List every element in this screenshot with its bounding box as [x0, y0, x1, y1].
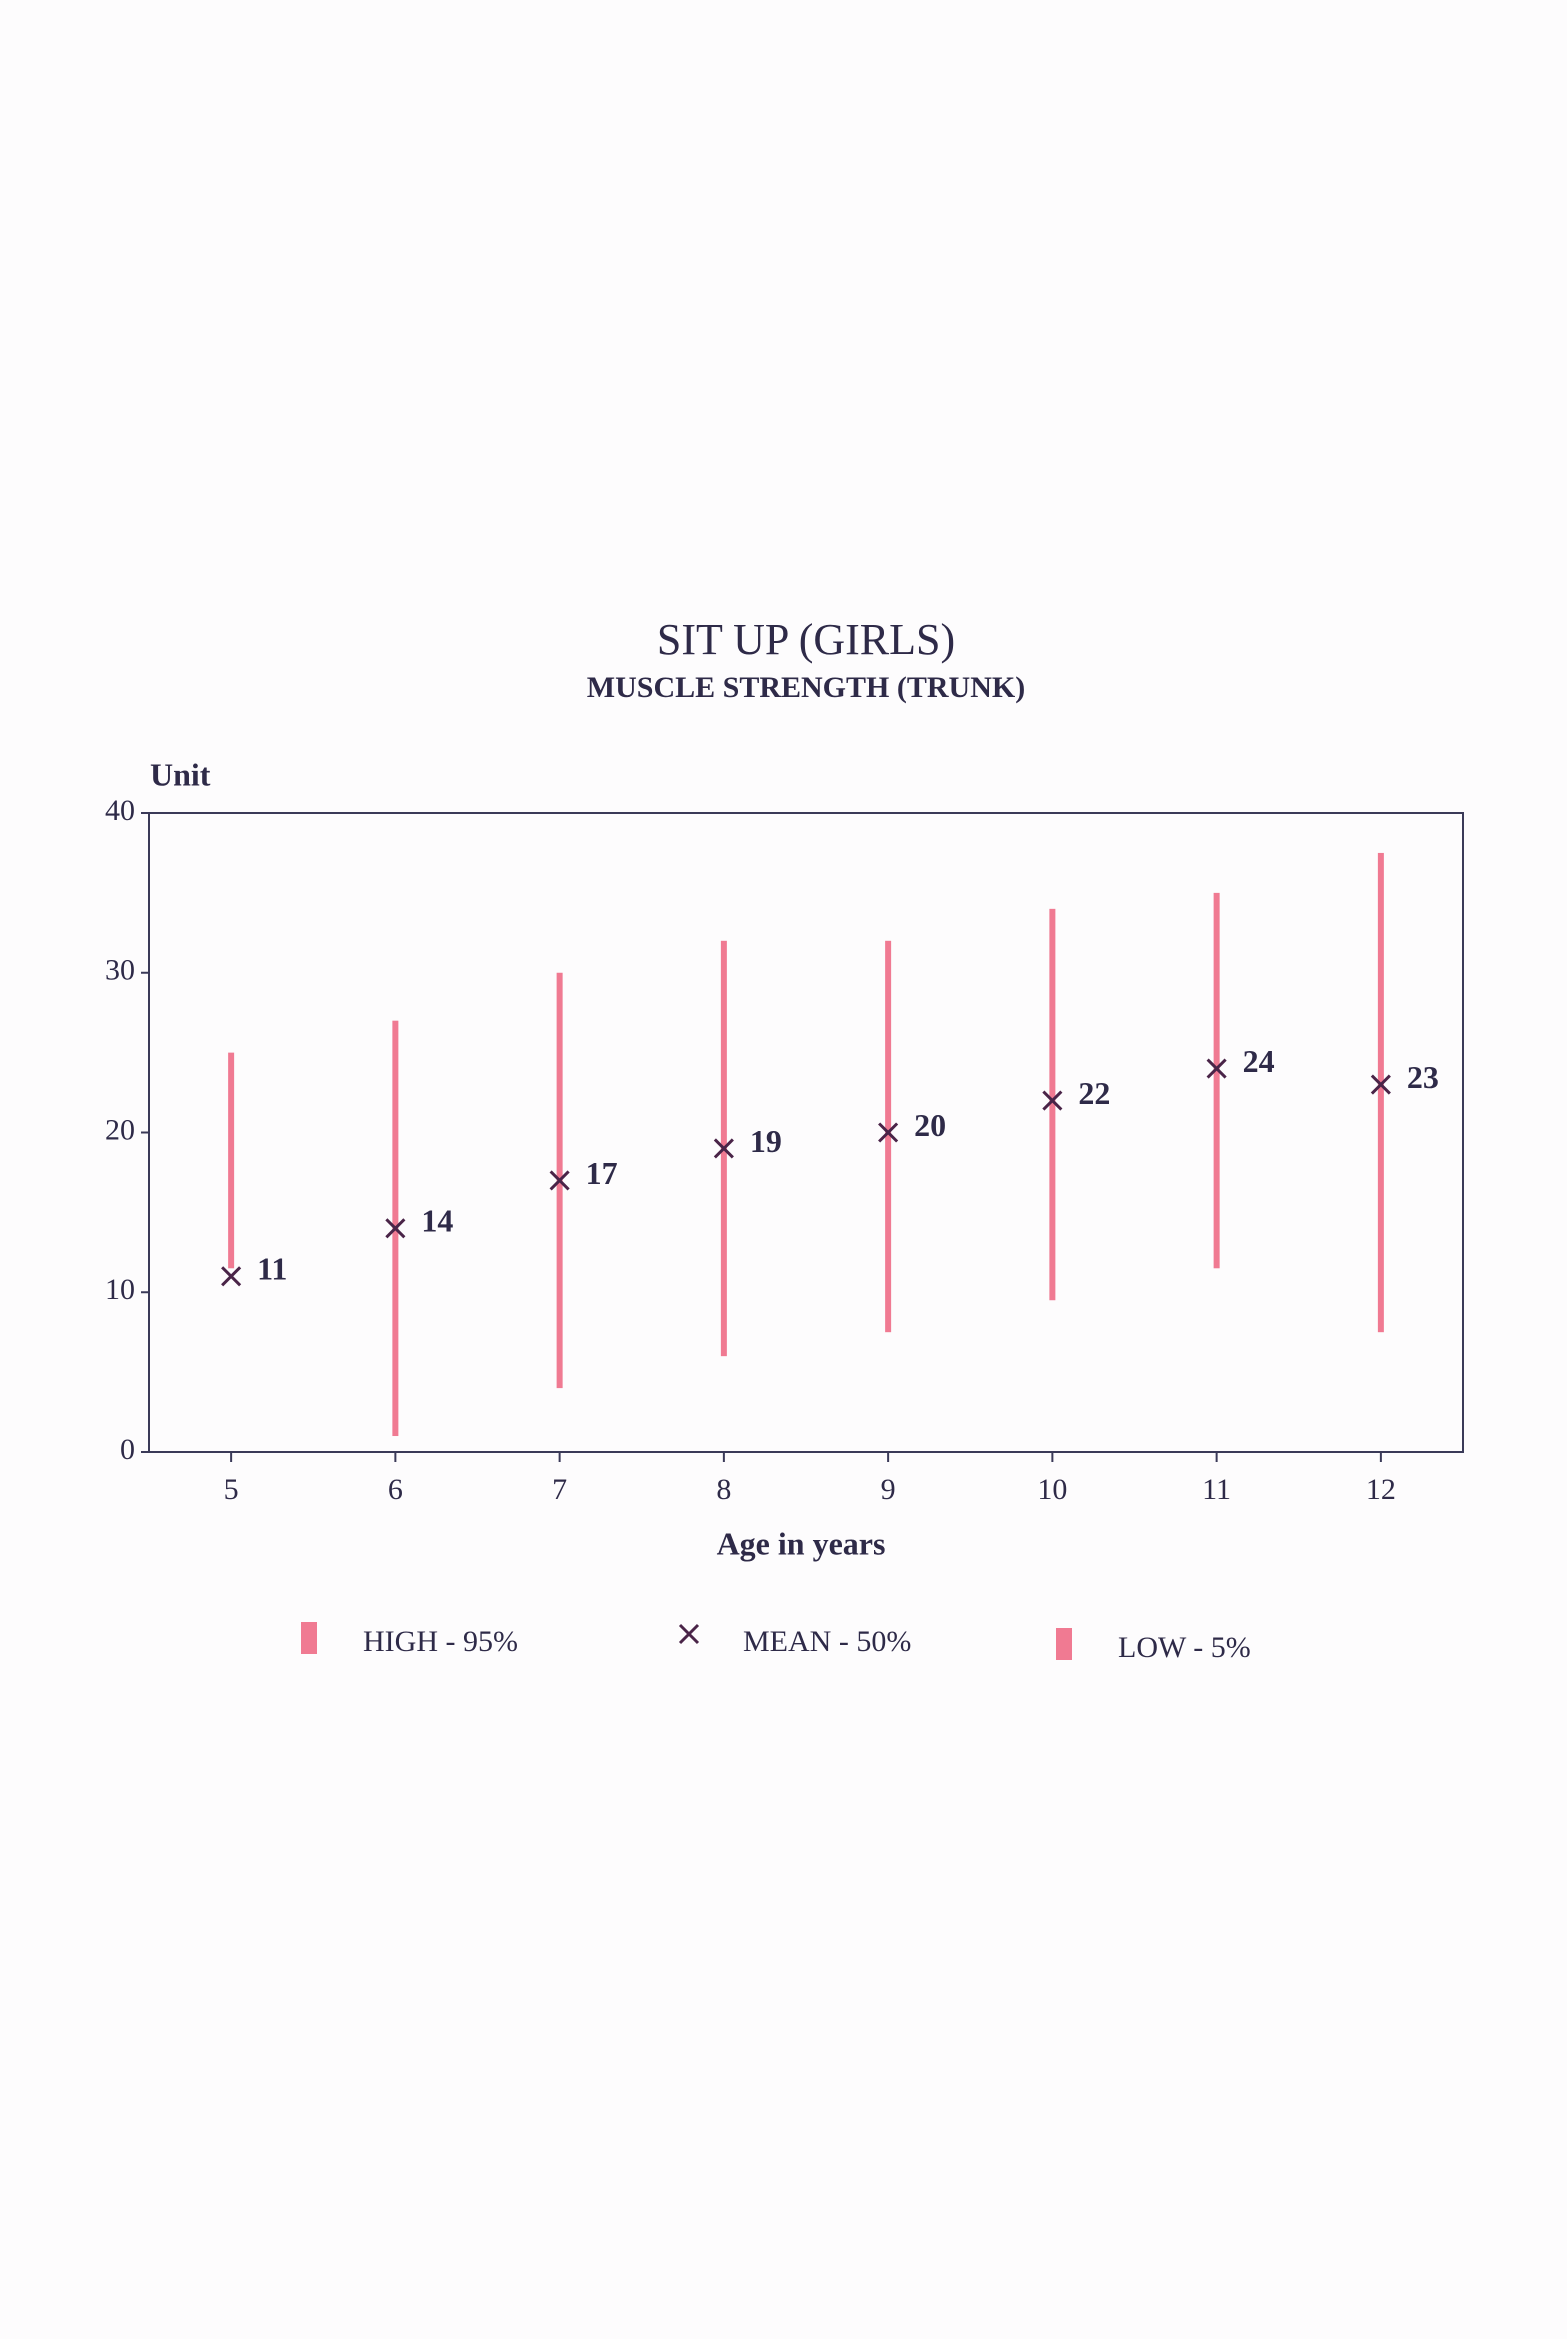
legend-label: HIGH - 95% [363, 1625, 518, 1658]
y-tick-label: 30 [105, 954, 135, 987]
data-label: 14 [421, 1203, 453, 1239]
x-tick-label: 9 [881, 1473, 896, 1506]
range-bar [228, 1052, 235, 1269]
mean-marker [221, 1266, 242, 1287]
legend-label: MEAN - 50% [743, 1625, 911, 1658]
chart-title: SIT UP (GIRLS) [657, 615, 955, 664]
mean-marker [878, 1122, 899, 1143]
y-axis-label: Unit [150, 756, 211, 792]
mean-marker [549, 1170, 570, 1191]
chart-subtitle: MUSCLE STRENGTH (TRUNK) [587, 671, 1025, 704]
range-bar [1049, 908, 1056, 1301]
range-bar [1213, 892, 1220, 1269]
plot-frame [148, 812, 1464, 1453]
x-tick-label: 7 [552, 1473, 567, 1506]
y-tick-label: 0 [120, 1433, 135, 1466]
mean-marker [1370, 1074, 1391, 1095]
x-axis-label: Age in years [717, 1525, 886, 1561]
data-label: 24 [1243, 1043, 1275, 1079]
data-label: 11 [257, 1251, 287, 1287]
range-bar [1377, 852, 1384, 1333]
x-tick-label: 6 [388, 1473, 403, 1506]
x-tick-label: 5 [224, 1473, 239, 1506]
mean-marker [1206, 1058, 1227, 1079]
legend-marker [1056, 1628, 1072, 1660]
legend-marker [301, 1622, 317, 1654]
x-tick-label: 10 [1037, 1473, 1067, 1506]
data-label: 23 [1407, 1059, 1439, 1095]
mean-marker [1042, 1090, 1063, 1111]
y-tick-label: 20 [105, 1113, 135, 1146]
data-label: 22 [1078, 1075, 1110, 1111]
legend-marker [678, 1623, 700, 1645]
mean-marker [713, 1138, 734, 1159]
data-label: 20 [914, 1107, 946, 1143]
y-tick-label: 10 [105, 1273, 135, 1306]
range-bar [885, 940, 892, 1333]
x-tick-label: 12 [1366, 1473, 1396, 1506]
y-tick-label: 40 [105, 794, 135, 827]
x-tick-label: 8 [716, 1473, 731, 1506]
legend-label: LOW - 5% [1118, 1631, 1251, 1664]
x-tick-label: 11 [1202, 1473, 1231, 1506]
data-label: 19 [750, 1123, 782, 1159]
mean-marker [385, 1218, 406, 1239]
data-label: 17 [586, 1155, 618, 1191]
